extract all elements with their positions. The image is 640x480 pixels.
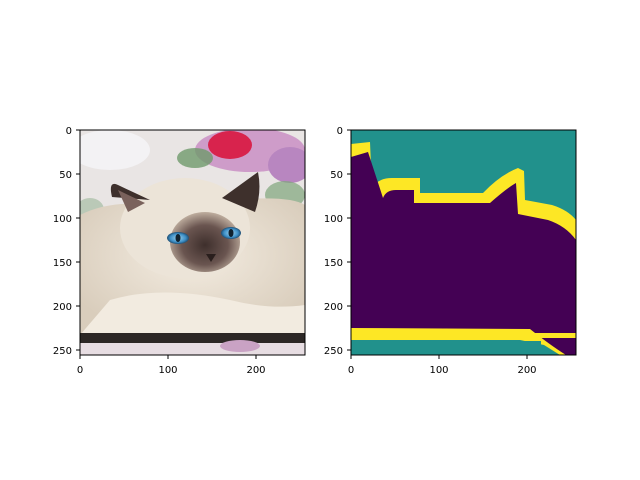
mask-y-tick-label: 150 <box>324 258 343 269</box>
photo-x-tick-label: 200 <box>246 365 265 376</box>
photo-panel <box>80 130 305 355</box>
mask-ticks <box>347 129 528 359</box>
photo-y-tick-label: 150 <box>53 258 72 269</box>
mask-x-tick-label: 200 <box>517 365 536 376</box>
photo-x-tick-label: 0 <box>77 365 83 376</box>
mask-foreground <box>351 152 576 355</box>
photo-axes-frame <box>79 129 306 356</box>
mask-y-tick-label: 0 <box>337 126 343 137</box>
mask-axes-frame <box>350 129 577 356</box>
photo-y-tick-label: 0 <box>66 126 72 137</box>
mask-y-tick-label: 200 <box>324 302 343 313</box>
photo-y-tick-label: 200 <box>53 302 72 313</box>
photo-ticks <box>76 129 257 359</box>
mask-panel <box>351 130 576 355</box>
mask-y-tick-label: 100 <box>324 214 343 225</box>
mask-x-tick-label: 100 <box>429 365 448 376</box>
photo-x-tick-label: 100 <box>158 365 177 376</box>
photo-y-tick-label: 250 <box>53 346 72 357</box>
mask-y-tick-label: 250 <box>324 346 343 357</box>
mask-y-tick-label: 50 <box>330 170 343 181</box>
mask-x-tick-label: 0 <box>348 365 354 376</box>
photo-y-tick-label: 50 <box>59 170 72 181</box>
photo-y-tick-label: 100 <box>53 214 72 225</box>
